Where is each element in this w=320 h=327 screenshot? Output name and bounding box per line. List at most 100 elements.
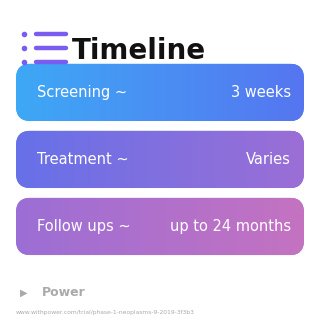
Bar <box>84 131 85 188</box>
Bar <box>124 131 126 188</box>
Bar <box>253 64 254 121</box>
Bar <box>247 64 249 121</box>
Bar <box>118 198 119 255</box>
FancyBboxPatch shape <box>16 131 304 188</box>
Bar <box>203 198 204 255</box>
Bar <box>91 198 92 255</box>
Bar <box>95 64 96 121</box>
Bar <box>223 198 225 255</box>
Bar <box>105 64 107 121</box>
Bar <box>29 131 31 188</box>
Bar <box>275 198 276 255</box>
Bar <box>129 198 131 255</box>
Bar <box>241 198 242 255</box>
Bar <box>215 198 216 255</box>
Bar <box>58 131 60 188</box>
Bar <box>85 131 86 188</box>
Bar <box>179 198 180 255</box>
Bar <box>262 64 263 121</box>
Bar <box>182 64 183 121</box>
Bar <box>94 64 95 121</box>
Bar <box>121 131 122 188</box>
Bar <box>142 198 143 255</box>
Bar <box>110 64 111 121</box>
Bar <box>172 131 173 188</box>
Bar <box>44 198 45 255</box>
Bar <box>25 64 26 121</box>
Bar <box>202 64 204 121</box>
Bar <box>106 64 108 121</box>
Bar <box>189 131 190 188</box>
Bar <box>265 64 266 121</box>
Bar <box>299 198 300 255</box>
Bar <box>64 198 65 255</box>
Bar <box>98 64 99 121</box>
Bar <box>116 198 117 255</box>
Bar <box>298 131 300 188</box>
Bar <box>164 131 165 188</box>
Bar <box>191 131 192 188</box>
Bar <box>81 198 83 255</box>
Bar <box>91 64 92 121</box>
Bar <box>243 64 244 121</box>
Bar <box>181 64 182 121</box>
Bar <box>217 198 218 255</box>
Bar <box>25 131 26 188</box>
Bar <box>20 131 21 188</box>
Bar <box>146 64 147 121</box>
Bar <box>50 64 51 121</box>
Bar <box>249 198 251 255</box>
Bar <box>287 198 288 255</box>
Bar <box>30 64 32 121</box>
Bar <box>68 64 69 121</box>
Bar <box>26 64 27 121</box>
Bar <box>269 131 271 188</box>
Bar <box>42 131 43 188</box>
Bar <box>252 64 253 121</box>
Bar <box>191 198 192 255</box>
Bar <box>272 198 274 255</box>
Bar <box>95 198 96 255</box>
Bar <box>147 131 148 188</box>
Bar <box>166 64 167 121</box>
Bar <box>200 198 202 255</box>
Bar <box>292 131 293 188</box>
Bar <box>229 64 230 121</box>
Bar <box>187 198 188 255</box>
Bar <box>57 131 59 188</box>
Bar <box>104 131 106 188</box>
Bar <box>77 64 79 121</box>
Bar <box>260 64 261 121</box>
Bar <box>127 64 129 121</box>
Bar <box>303 131 304 188</box>
Bar <box>87 131 88 188</box>
Bar <box>125 131 127 188</box>
Bar <box>298 64 300 121</box>
Bar <box>35 64 36 121</box>
Bar <box>34 131 36 188</box>
Bar <box>74 64 75 121</box>
Bar <box>141 131 142 188</box>
Bar <box>228 131 229 188</box>
Bar <box>30 198 32 255</box>
Bar <box>254 64 255 121</box>
Bar <box>100 198 102 255</box>
Bar <box>175 131 177 188</box>
Bar <box>254 198 255 255</box>
Bar <box>210 198 211 255</box>
Bar <box>138 131 139 188</box>
Bar <box>140 198 141 255</box>
Bar <box>263 64 264 121</box>
Bar <box>159 131 160 188</box>
Bar <box>283 64 284 121</box>
Bar <box>158 64 159 121</box>
Bar <box>50 198 51 255</box>
Bar <box>46 64 47 121</box>
Bar <box>185 131 186 188</box>
Bar <box>249 131 251 188</box>
Bar <box>20 198 21 255</box>
Bar <box>233 64 234 121</box>
FancyBboxPatch shape <box>16 198 304 255</box>
Bar <box>198 64 200 121</box>
Bar <box>133 198 134 255</box>
